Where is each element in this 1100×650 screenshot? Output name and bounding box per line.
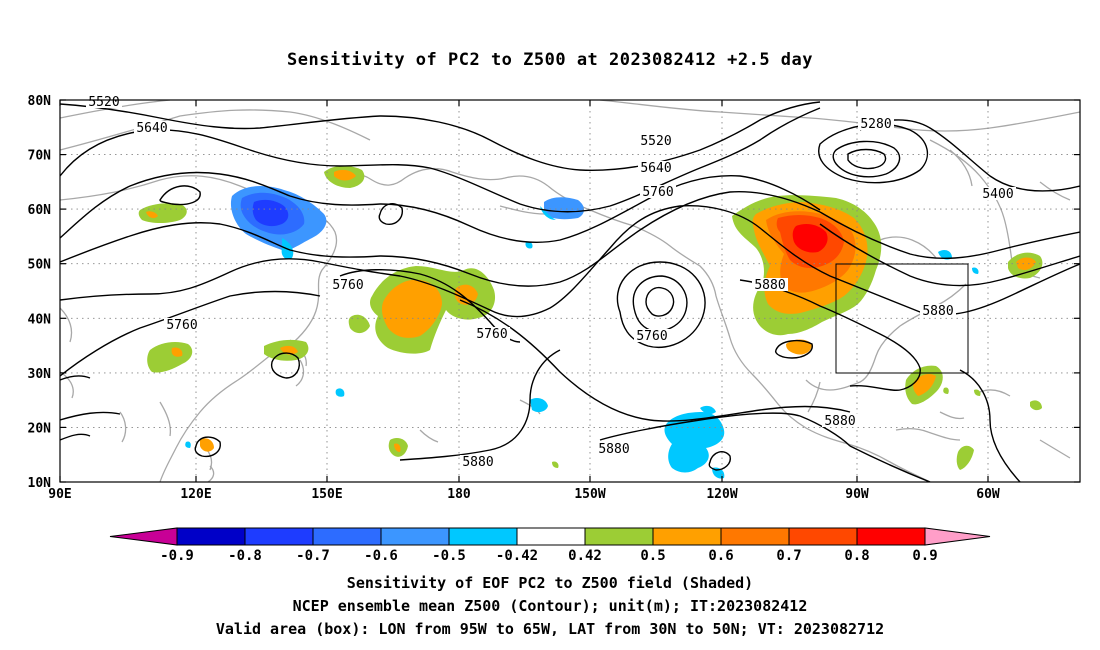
lon-label: 150E (311, 487, 342, 502)
lon-label: 180 (447, 487, 471, 502)
colorbar-segment (176, 527, 246, 546)
contour-label: 5760 (332, 278, 363, 293)
contour-label: 5760 (636, 329, 667, 344)
contour-label: 5880 (922, 304, 953, 319)
colorbar-label: 0.6 (708, 548, 733, 564)
colorbar-label: -0.9 (160, 548, 194, 564)
colorbar-label: 0.42 (568, 548, 602, 564)
colorbar-label: -0.42 (496, 548, 538, 564)
valid-area-box (835, 263, 969, 374)
lat-label: 10N (28, 476, 52, 491)
lat-label: 30N (28, 367, 52, 382)
contour-label: 5640 (136, 121, 167, 136)
footer-line-2: NCEP ensemble mean Z500 (Contour); unit(… (292, 597, 808, 615)
colorbar-segment (448, 527, 518, 546)
contour-label: 5520 (88, 95, 119, 110)
contour-label: 5880 (754, 278, 785, 293)
longitude-labels: 90E 120E 150E 180 150W 120W 90W 60W (48, 487, 1000, 502)
lon-label: 150W (574, 487, 605, 502)
contour-label: 5400 (982, 187, 1013, 202)
lat-label: 20N (28, 421, 52, 436)
lon-label: 120W (706, 487, 737, 502)
colorbar-label: 0.7 (776, 548, 801, 564)
footer-line-1: Sensitivity of EOF PC2 to Z500 field (Sh… (346, 574, 754, 592)
contour-label: 5880 (598, 442, 629, 457)
contour-label: 5520 (640, 134, 671, 149)
contour-label: 5760 (476, 327, 507, 342)
footer-line-3: Valid area (box): LON from 95W to 65W, L… (215, 620, 885, 638)
colorbar-segment (312, 527, 382, 546)
colorbar-segment (652, 527, 722, 546)
axis-ticks (59, 99, 1080, 483)
map-frame (59, 99, 1081, 483)
colorbar-label: -0.8 (228, 548, 262, 564)
lat-label: 60N (28, 203, 52, 218)
colorbar-label: 0.9 (912, 548, 937, 564)
colorbar-segment (584, 527, 654, 546)
colorbar-segment (856, 527, 926, 546)
lat-label: 40N (28, 312, 52, 327)
colorbar: -0.9 -0.8 -0.7 -0.6 -0.5 -0.42 0.42 0.5 0.6 0.7 0.… (109, 527, 991, 564)
lat-label: 80N (28, 94, 52, 109)
z500-contours (60, 101, 1080, 482)
colorbar-label: 0.5 (640, 548, 665, 564)
contour-label: 5880 (824, 414, 855, 429)
contour-label: 5760 (166, 318, 197, 333)
colorbar-label: -0.7 (296, 548, 330, 564)
map-title: Sensitivity of PC2 to Z500 at 2023082412… (286, 50, 813, 70)
lon-label: 60W (976, 487, 1000, 502)
colorbar-segment (788, 527, 858, 546)
coastlines (60, 100, 1080, 482)
contour-label: 5280 (860, 117, 891, 132)
colorbar-segment (380, 527, 450, 546)
latitude-labels: 80N 70N 60N 50N 40N 30N 20N 10N (28, 94, 52, 491)
lon-label: 90W (845, 487, 869, 502)
colorbar-label: 0.8 (844, 548, 869, 564)
colorbar-over (924, 527, 991, 546)
colorbar-segment (516, 527, 586, 546)
colorbar-segment (244, 527, 314, 546)
contour-labels: 5520 5640 5520 5640 5760 5280 5400 5880 5760 5760… (86, 95, 1016, 470)
contour-label: 5760 (642, 185, 673, 200)
lon-label: 120E (180, 487, 211, 502)
colorbar-under (109, 527, 178, 546)
lat-label: 50N (28, 258, 52, 273)
map-panel (60, 100, 1080, 482)
contour-label: 5880 (462, 455, 493, 470)
colorbar-segment (720, 527, 790, 546)
contour-label: 5640 (640, 161, 671, 176)
lon-label: 90E (48, 487, 71, 502)
colorbar-label: -0.5 (432, 548, 466, 564)
lat-label: 70N (28, 149, 52, 164)
colorbar-label: -0.6 (364, 548, 398, 564)
